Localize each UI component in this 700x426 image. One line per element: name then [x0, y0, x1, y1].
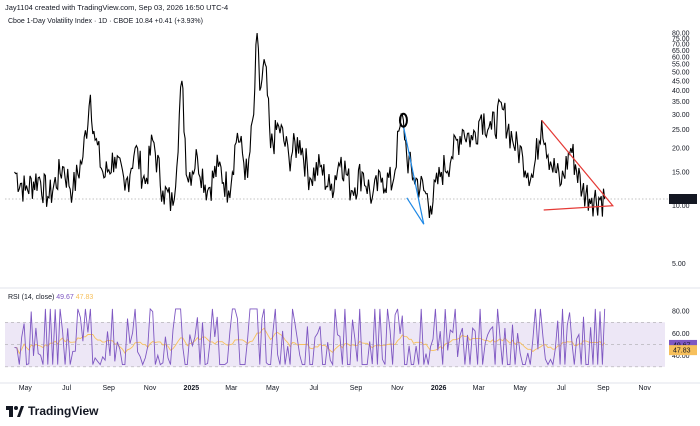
- red-triangle-trendline: [541, 119, 615, 211]
- y-tick-label: 70.00: [672, 42, 690, 49]
- x-tick-label: Nov: [638, 385, 651, 392]
- y-tick-label: 20.00: [672, 146, 690, 153]
- x-tick-label: Sep: [102, 385, 115, 392]
- symbol-legend: Cboe 1-Day Volatility Index · 1D · CBOE …: [8, 18, 203, 25]
- x-tick-label: 2026: [431, 385, 447, 392]
- rsi-legend-value: 49.67: [56, 294, 74, 301]
- x-tick-label: Jul: [62, 385, 71, 392]
- vix-price-line: [14, 32, 606, 219]
- x-tick-label: Jul: [310, 385, 319, 392]
- rsi-legend-label: RSI (14, close): [8, 294, 55, 301]
- last-price-label: 10.84: [672, 196, 690, 203]
- x-tick-label: Sep: [597, 385, 610, 392]
- y-tick-label: 25.00: [672, 127, 690, 134]
- blue-trendline-base: [406, 197, 425, 225]
- rsi-y-tick-label: 80.00: [672, 309, 690, 316]
- blue-trendline-down: [402, 126, 425, 225]
- y-tick-label: 35.00: [672, 99, 690, 106]
- x-tick-label: Sep: [350, 385, 363, 392]
- rsi-ma-line: [14, 327, 606, 355]
- rsi-value-tag: [669, 339, 697, 350]
- rsi-y-tick-label: 40.00: [672, 353, 690, 360]
- y-tick-label: 60.00: [672, 54, 690, 61]
- y-tick-label: 80.00: [672, 31, 690, 38]
- rsi-y-tick-label: 60.00: [672, 331, 690, 338]
- x-tick-label: Nov: [144, 385, 157, 392]
- x-tick-label: May: [513, 385, 527, 392]
- last-price-tag: [669, 193, 697, 204]
- x-tick-label: Mar: [225, 385, 238, 392]
- chart-credit: Jay1104 created with TradingView.com, Se…: [5, 3, 229, 12]
- y-tick-label: 10.00: [672, 203, 690, 210]
- x-tick-label: May: [266, 385, 280, 392]
- y-tick-label: 40.00: [672, 88, 690, 95]
- rsi-line: [14, 307, 606, 367]
- x-tick-label: 2025: [184, 385, 200, 392]
- tradingview-icon: [6, 405, 24, 417]
- rsi-legend: RSI (14, close) 49.67 47.83: [8, 294, 93, 301]
- y-tick-label: 30.00: [672, 112, 690, 119]
- y-tick-label: 65.00: [672, 48, 690, 55]
- y-tick-label: 50.00: [672, 70, 690, 77]
- y-tick-label: 15.00: [672, 170, 690, 177]
- rsi-ma-value-tag-label: 47.83: [673, 348, 691, 355]
- circle-annotation: [398, 112, 408, 128]
- rsi-ma-value-tag: [669, 345, 697, 356]
- tradingview-logo: TradingView: [6, 404, 98, 418]
- y-tick-label: 45.00: [672, 78, 690, 85]
- brand-name: TradingView: [28, 404, 99, 418]
- x-tick-label: Nov: [391, 385, 404, 392]
- x-tick-label: May: [19, 385, 33, 392]
- x-tick-label: Mar: [473, 385, 486, 392]
- y-tick-label: 75.00: [672, 36, 690, 43]
- y-tick-label: 5.00: [672, 261, 686, 268]
- x-tick-label: Jul: [557, 385, 566, 392]
- y-tick-label: 55.00: [672, 62, 690, 69]
- rsi-ma-legend-value: 47.83: [75, 294, 94, 301]
